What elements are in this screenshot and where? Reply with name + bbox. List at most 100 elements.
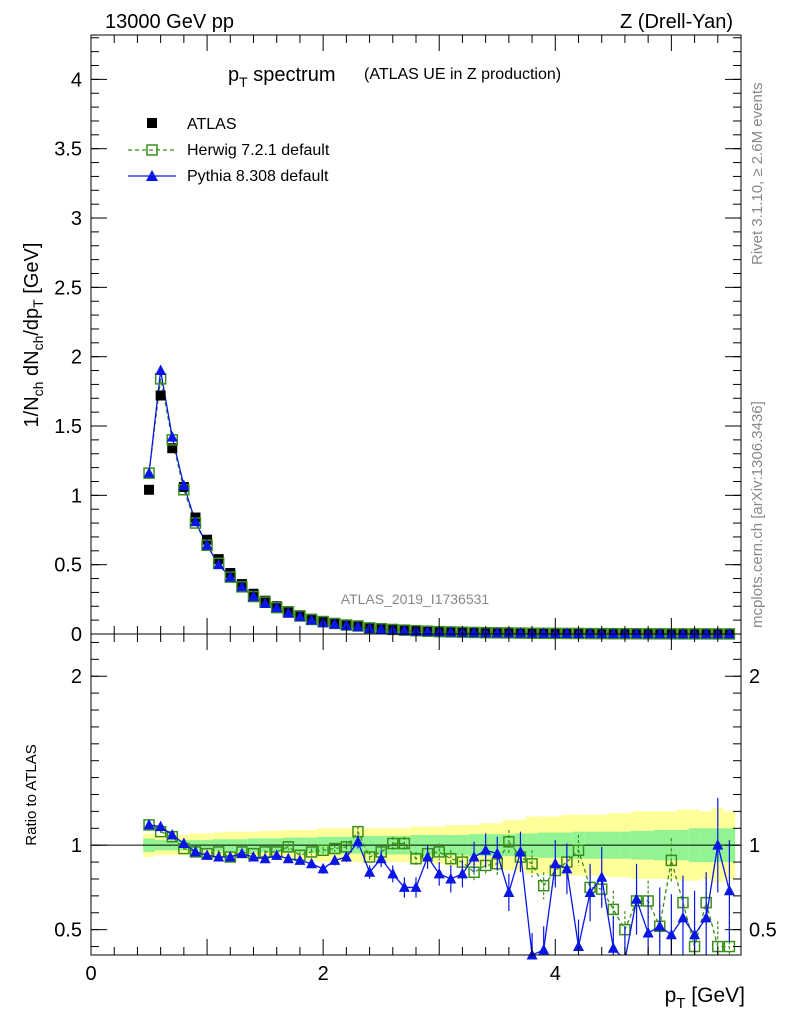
ratio-ytick-label-right: 2 bbox=[749, 666, 760, 688]
main-point-pythia bbox=[224, 571, 236, 582]
legend-herwig-marker bbox=[146, 144, 158, 156]
ratio-point-herwig bbox=[433, 846, 445, 858]
ratio-point-herwig bbox=[329, 842, 341, 855]
ratio-point-pythia bbox=[387, 867, 399, 879]
ratio-point-pythia bbox=[480, 844, 492, 855]
ratio-point-herwig bbox=[526, 858, 538, 870]
ratio-point-pythia bbox=[213, 851, 225, 862]
ratio-point-herwig bbox=[387, 837, 399, 850]
x-label-rest: [GeV] bbox=[685, 984, 745, 1007]
ratio-point-herwig bbox=[607, 903, 620, 916]
ratio-point-pythia bbox=[317, 862, 329, 874]
main-point-pythia bbox=[271, 601, 283, 613]
ratio-point-pythia bbox=[166, 829, 178, 840]
main-ylabel: 1/Nch dNch/dpT [GeV] bbox=[21, 243, 46, 428]
ratio-point-pythia bbox=[282, 852, 294, 864]
legend-atlas-label: ATLAS bbox=[187, 116, 237, 133]
analysis-label: ATLAS_2019_I1736531 bbox=[341, 591, 490, 607]
ratio-ytick-label-left: 0.5 bbox=[54, 920, 82, 942]
plot-title-p: p bbox=[228, 64, 239, 86]
ratio-point-pythia bbox=[178, 837, 190, 848]
process-label: Z (Drell-Yan) bbox=[620, 11, 733, 33]
ratio-point-pythia bbox=[665, 928, 677, 940]
main-point-pythia bbox=[375, 623, 387, 634]
x-axis-label: pT [GeV] bbox=[665, 984, 745, 1012]
main-point-atlas bbox=[144, 484, 155, 495]
ratio-ytick-label-right: 0.5 bbox=[749, 920, 777, 942]
main-point-pythia bbox=[514, 627, 526, 638]
main-point-pythia bbox=[491, 626, 503, 638]
ratio-point-pythia bbox=[364, 866, 376, 877]
legend-pythia-label: Pythia 8.308 default bbox=[187, 168, 329, 185]
main-point-pythia bbox=[306, 614, 318, 625]
main-point-pythia bbox=[584, 627, 596, 639]
ratio-ytick-label-left: 2 bbox=[71, 666, 82, 688]
main-ytick-label: 1 bbox=[71, 485, 82, 507]
main-point-pythia bbox=[201, 539, 213, 550]
main-point-pythia bbox=[282, 607, 294, 618]
main-point-pythia bbox=[422, 625, 434, 637]
main-point-pythia bbox=[398, 624, 410, 636]
main-point-pythia bbox=[607, 627, 619, 639]
main-ytick-label: 0 bbox=[71, 624, 82, 646]
main-point-pythia bbox=[213, 558, 225, 570]
main-ytick-label: 1.5 bbox=[54, 416, 82, 438]
main-panel-axes: 0 0.5 1 1.5 2 2.5 3 3.5 4 bbox=[54, 34, 742, 646]
main-point-pythia bbox=[248, 590, 259, 602]
ratio-point-pythia bbox=[456, 867, 468, 879]
ratio-series-line-herwig bbox=[148, 824, 730, 950]
ratio-ytick-label-right: 1 bbox=[749, 835, 760, 857]
main-point-pythia bbox=[654, 627, 666, 639]
plot-title-sub: T bbox=[239, 74, 248, 90]
ratio-point-pythia bbox=[398, 881, 410, 892]
ratio-point-pythia bbox=[700, 911, 712, 923]
rivet-label: Rivet 3.1.10, ≥ 2.6M events bbox=[749, 83, 766, 266]
ratio-point-herwig bbox=[410, 852, 422, 865]
plot-title-note: (ATLAS UE in Z production) bbox=[364, 66, 561, 83]
legend-atlas-marker bbox=[147, 118, 157, 128]
ratio-point-pythia bbox=[677, 911, 689, 923]
mcplots-label: mcplots.cern.ch [arXiv:1306.3436] bbox=[749, 401, 766, 628]
ratio-point-herwig bbox=[317, 844, 329, 857]
ratio-point-pythia bbox=[248, 851, 259, 862]
ratio-point-pythia bbox=[294, 854, 306, 865]
legend-herwig-label: Herwig 7.2.1 default bbox=[187, 142, 330, 159]
ratio-point-pythia bbox=[514, 845, 526, 857]
ratio-ytick-label-left: 1 bbox=[71, 835, 82, 857]
ratio-point-pythia bbox=[538, 943, 550, 955]
main-point-atlas bbox=[167, 443, 178, 454]
ratio-point-herwig bbox=[398, 837, 411, 850]
main-ytick-label: 3 bbox=[71, 208, 82, 230]
ratio-point-herwig bbox=[305, 846, 318, 858]
ratio-point-pythia bbox=[259, 852, 271, 864]
ratio-point-pythia bbox=[236, 847, 248, 859]
main-point-pythia bbox=[178, 479, 190, 491]
ratio-point-pythia bbox=[491, 847, 503, 859]
ratio-point-pythia bbox=[712, 839, 724, 850]
ratio-point-herwig bbox=[665, 854, 678, 867]
ratio-point-pythia bbox=[596, 871, 608, 882]
ratio-point-herwig bbox=[445, 852, 457, 865]
main-point-pythia bbox=[259, 597, 271, 608]
main-point-pythia bbox=[155, 364, 167, 376]
ratio-point-herwig bbox=[363, 851, 376, 863]
ratio-xtick-label: 4 bbox=[550, 963, 561, 985]
main-point-pythia bbox=[236, 580, 248, 592]
main-point-pythia bbox=[677, 627, 689, 639]
ratio-point-pythia bbox=[340, 851, 352, 862]
ratio-point-pythia bbox=[189, 845, 201, 857]
main-ytick-label: 3.5 bbox=[54, 139, 82, 161]
main-ytick-label: 2 bbox=[71, 347, 82, 369]
main-ytick-label: 2.5 bbox=[54, 277, 82, 299]
main-point-pythia bbox=[329, 618, 341, 629]
legend: ATLAS Herwig 7.2.1 default Pythia 8.308 … bbox=[128, 116, 330, 185]
ratio-point-herwig bbox=[282, 841, 295, 853]
main-point-pythia bbox=[340, 619, 352, 631]
ratio-point-pythia bbox=[329, 854, 341, 865]
ratio-xtick-label: 2 bbox=[318, 963, 329, 985]
ratio-point-pythia bbox=[689, 928, 701, 940]
ratio-point-pythia bbox=[584, 886, 596, 897]
main-point-pythia bbox=[723, 627, 735, 639]
ratio-point-pythia bbox=[201, 849, 213, 860]
